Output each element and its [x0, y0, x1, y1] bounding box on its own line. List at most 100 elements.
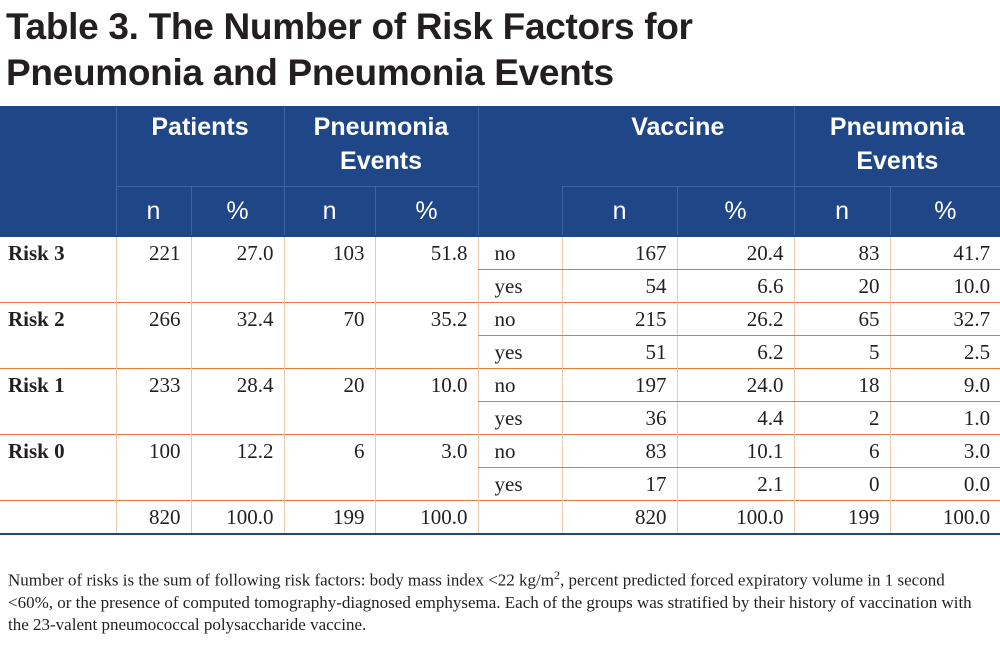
header-patients-n: n: [115, 186, 191, 236]
footnote-text-2: , percent predicted forced expiratory vo…: [8, 570, 972, 634]
vaccine-events-n: 2: [793, 401, 891, 434]
events-pct: 51.8: [374, 234, 479, 302]
vaccine-events-n: 18: [793, 367, 891, 402]
header-vaccine: Vaccine: [562, 106, 795, 187]
vaccine-events-pct: 32.7: [889, 301, 1000, 336]
total-vaccine-n: 820: [561, 499, 678, 535]
table-row: yes 36 4.4 2 1.0: [0, 401, 1000, 434]
vaccine-events-pct: 0.0: [889, 467, 1000, 500]
risk-label: Risk 3: [0, 234, 116, 302]
risk-factors-table: Patients Pneumonia Events Vaccine Pneumo…: [0, 106, 1000, 535]
vaccine-status: yes: [477, 467, 563, 500]
vaccine-status: yes: [477, 401, 563, 434]
header-vaccine-pct: %: [676, 186, 795, 236]
events-n: 6: [283, 433, 376, 500]
table-footnote: Number of risks is the sum of following …: [8, 564, 993, 636]
events-pct: 3.0: [374, 433, 479, 500]
header-vaccine-pneumonia-events: Pneumonia Events: [793, 106, 1000, 187]
header-vaccine-events-n: n: [793, 186, 891, 236]
vaccine-events-pct: 41.7: [889, 234, 1000, 270]
events-pct: 35.2: [374, 301, 479, 368]
vaccine-events-n: 83: [793, 234, 891, 270]
vaccine-events-pct: 1.0: [889, 401, 1000, 434]
vaccine-events-pct: 3.0: [889, 433, 1000, 468]
footnote-text-1: Number of risks is the sum of following …: [8, 570, 554, 590]
vaccine-n: 17: [561, 467, 678, 500]
vaccine-pct: 6.2: [676, 335, 795, 368]
vaccine-status: no: [477, 301, 563, 336]
patients-pct: 12.2: [190, 433, 285, 500]
total-vaccine-events-pct: 100.0: [889, 499, 1000, 535]
table-header: Patients Pneumonia Events Vaccine Pneumo…: [0, 106, 1000, 236]
total-patients-n: 820: [115, 499, 191, 535]
vaccine-events-pct: 2.5: [889, 335, 1000, 368]
vaccine-status: yes: [477, 335, 563, 368]
vaccine-pct: 24.0: [676, 367, 795, 402]
header-vaccine-n: n: [561, 186, 678, 236]
table-title: Table 3. The Number of Risk Factors for …: [6, 4, 996, 96]
vaccine-status: no: [477, 234, 563, 270]
header-vaccine-events-pct: %: [889, 186, 1000, 236]
vaccine-events-n: 65: [793, 301, 891, 336]
table-row: Risk 2 266 32.4 70 35.2 no 215 26.2 65 32.7: [0, 301, 1000, 368]
vaccine-n: 51: [561, 335, 678, 368]
events-n: 70: [283, 301, 376, 368]
total-vaccine-label: [477, 499, 563, 535]
total-label: [0, 499, 116, 535]
table-row: yes 51 6.2 5 2.5: [0, 335, 1000, 368]
patients-pct: 28.4: [190, 367, 285, 434]
total-patients-pct: 100.0: [190, 499, 285, 535]
patients-n: 100: [115, 433, 191, 500]
table-row: Risk 0 100 12.2 6 3.0 no 83 10.1 6 3.0: [0, 433, 1000, 500]
vaccine-status: no: [477, 433, 563, 468]
header-patients: Patients: [115, 106, 285, 187]
vaccine-events-pct: 9.0: [889, 367, 1000, 402]
vaccine-n: 83: [561, 433, 678, 468]
vaccine-n: 215: [561, 301, 678, 336]
table-title-line-2: Pneumonia and Pneumonia Events: [6, 52, 614, 93]
vaccine-pct: 10.1: [676, 433, 795, 468]
header-patients-pct: %: [190, 186, 285, 236]
patients-n: 221: [115, 234, 191, 302]
vaccine-events-pct: 10.0: [889, 269, 1000, 302]
table-body: Risk 3 221 27.0 103 51.8 no 167 20.4 83 41.7 yes 54…: [0, 234, 1000, 535]
patients-pct: 32.4: [190, 301, 285, 368]
header-pneumonia-events: Pneumonia Events: [283, 106, 479, 187]
patients-n: 233: [115, 367, 191, 434]
vaccine-events-n: 6: [793, 433, 891, 468]
vaccine-n: 36: [561, 401, 678, 434]
risk-label: Risk 0: [0, 433, 116, 500]
vaccine-pct: 6.6: [676, 269, 795, 302]
header-blank: [0, 106, 116, 186]
events-n: 20: [283, 367, 376, 434]
vaccine-n: 197: [561, 367, 678, 402]
total-vaccine-pct: 100.0: [676, 499, 795, 535]
table-title-line-1: Table 3. The Number of Risk Factors for: [6, 6, 693, 47]
table-row: Risk 1 233 28.4 20 10.0 no 197 24.0 18 9.0: [0, 367, 1000, 434]
table-row-total: 820 100.0 199 100.0 820 100.0 199 100.0: [0, 499, 1000, 535]
total-vaccine-events-n: 199: [793, 499, 891, 535]
header-vaccine-blank: [477, 106, 563, 236]
vaccine-events-n: 20: [793, 269, 891, 302]
vaccine-n: 167: [561, 234, 678, 270]
vaccine-events-n: 0: [793, 467, 891, 500]
table-row: yes 54 6.6 20 10.0: [0, 269, 1000, 302]
risk-label: Risk 1: [0, 367, 116, 434]
vaccine-events-n: 5: [793, 335, 891, 368]
events-n: 103: [283, 234, 376, 302]
vaccine-status: no: [477, 367, 563, 402]
vaccine-pct: 4.4: [676, 401, 795, 434]
vaccine-n: 54: [561, 269, 678, 302]
vaccine-pct: 26.2: [676, 301, 795, 336]
total-events-n: 199: [283, 499, 376, 535]
total-events-pct: 100.0: [374, 499, 479, 535]
header-events-pct: %: [374, 186, 479, 236]
footnote-superscript: 2: [553, 568, 560, 582]
vaccine-status: yes: [477, 269, 563, 302]
table-row: Risk 3 221 27.0 103 51.8 no 167 20.4 83 41.7: [0, 234, 1000, 302]
header-blank-2: [0, 186, 116, 236]
header-events-n: n: [283, 186, 376, 236]
events-pct: 10.0: [374, 367, 479, 434]
patients-pct: 27.0: [190, 234, 285, 302]
vaccine-pct: 20.4: [676, 234, 795, 270]
